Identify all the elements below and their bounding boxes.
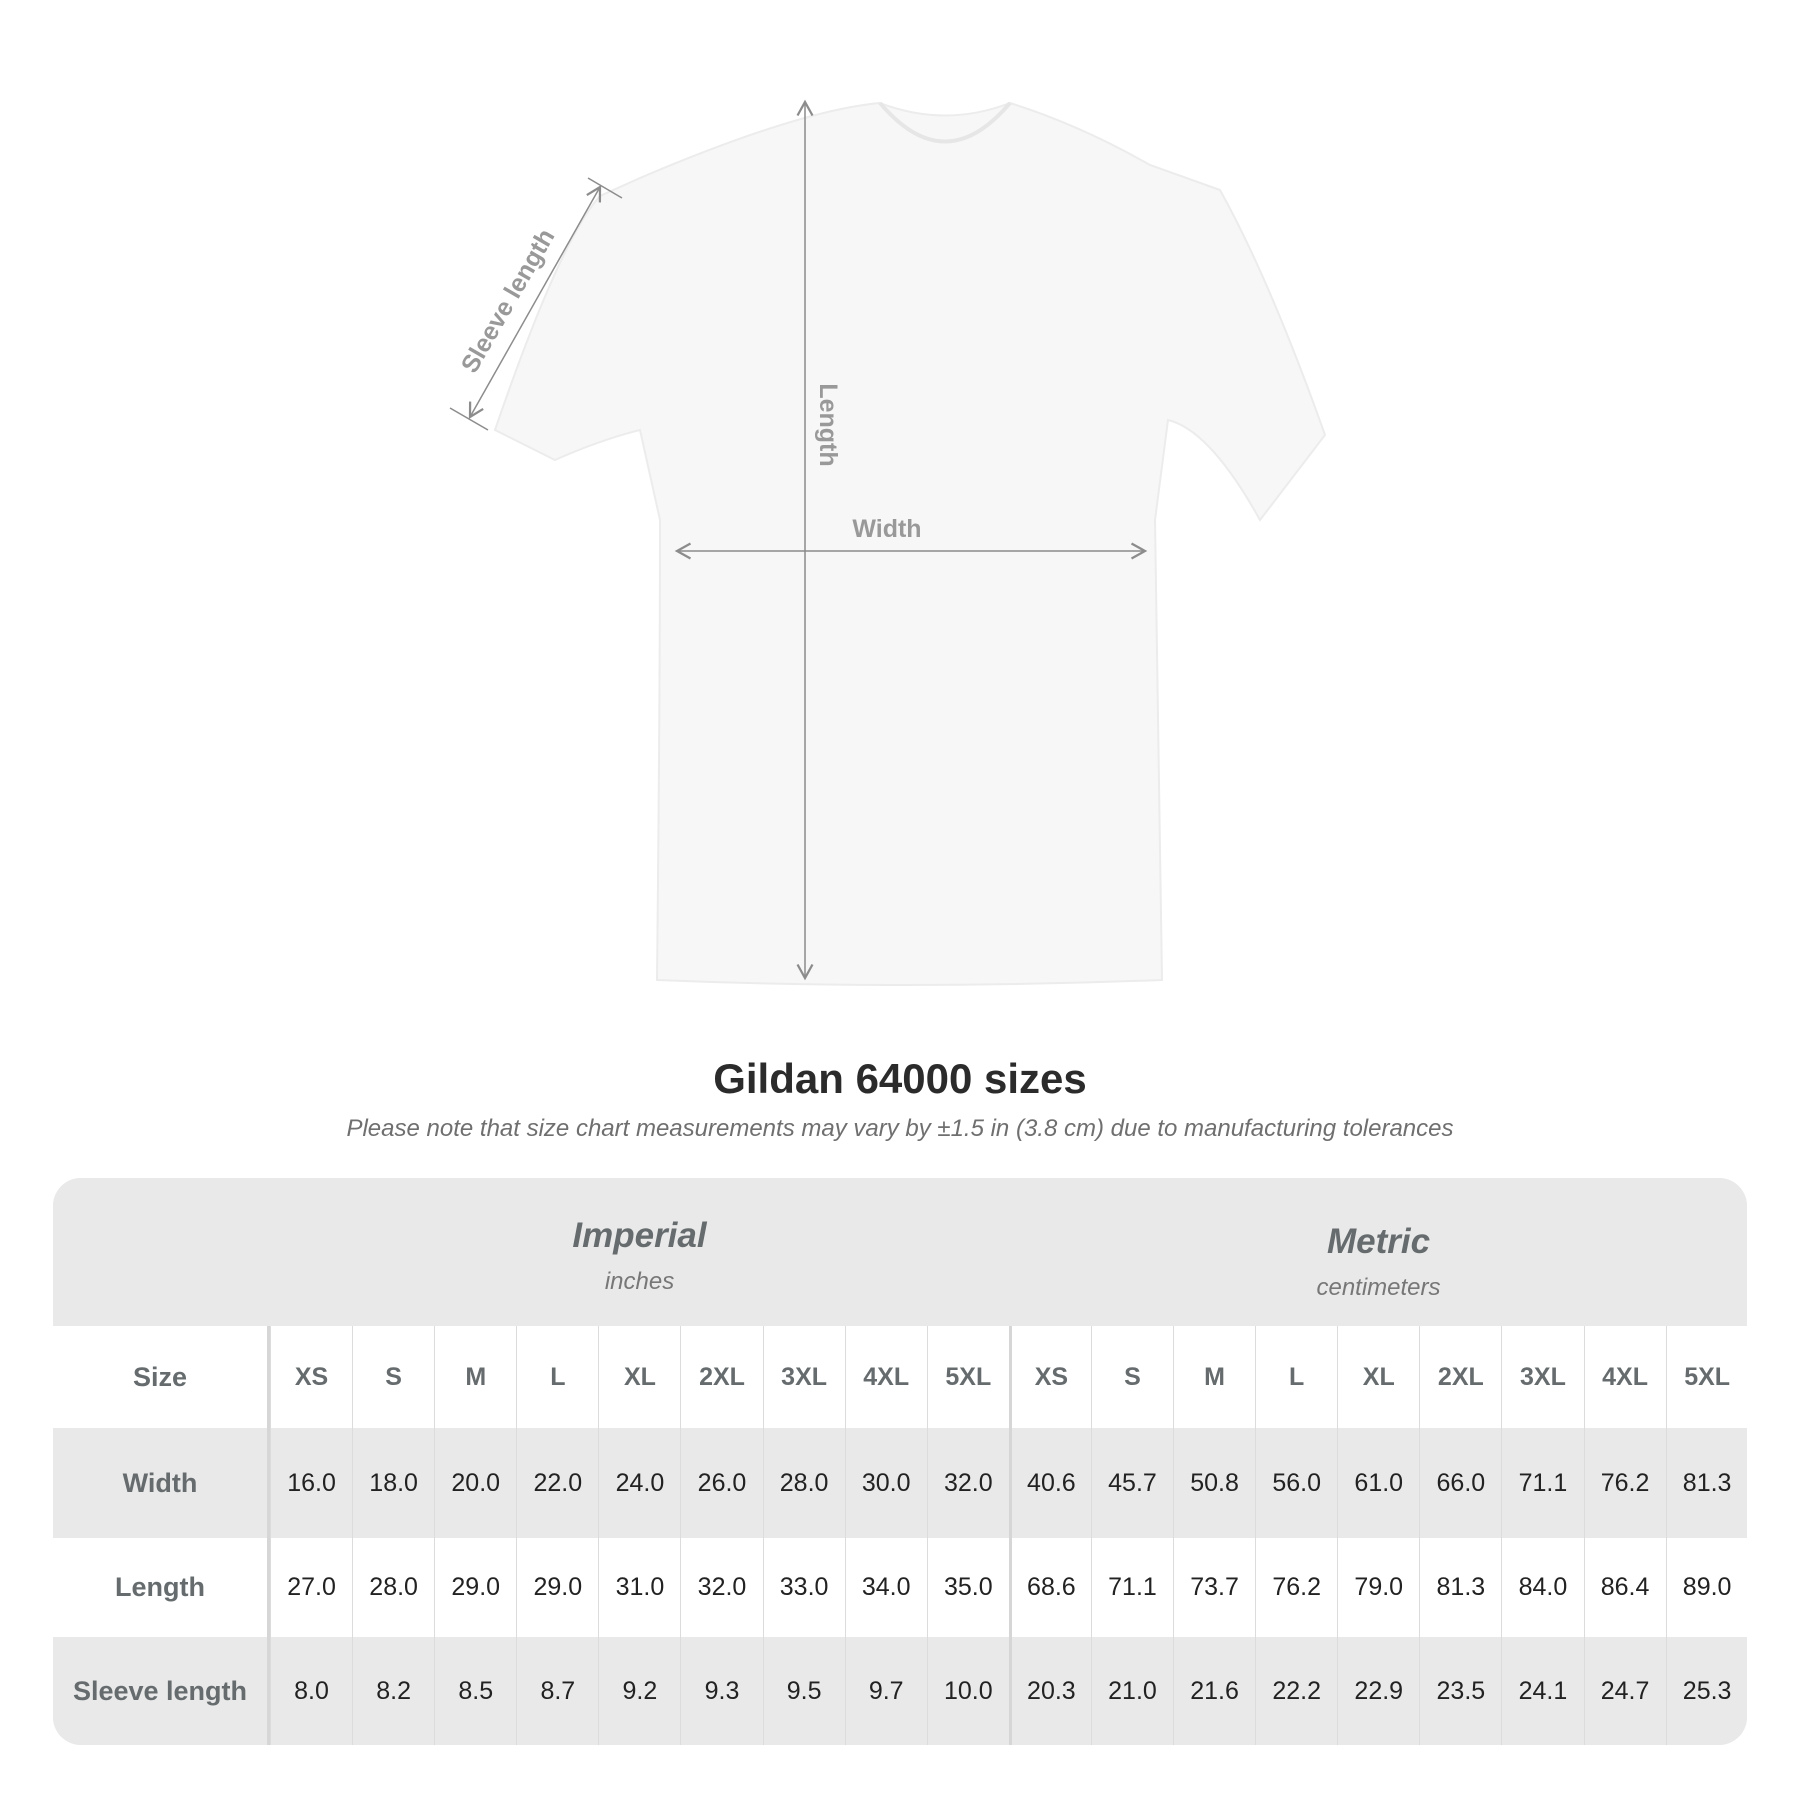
value-cell-imperial: 20.0 [434, 1428, 516, 1538]
value-cell-imperial: 24.0 [598, 1428, 680, 1538]
value-cell-metric: 21.0 [1090, 1637, 1173, 1745]
value-cell-imperial: 34.0 [844, 1538, 927, 1637]
size-header-metric: XS [1008, 1326, 1091, 1428]
table-row-sleeve-length: Sleeve length 8.0 8.2 8.5 8.7 9.2 9.3 9.5 9.7 10.… [53, 1637, 1747, 1745]
value-cell-metric: 68.6 [1008, 1538, 1091, 1637]
value-cell-imperial: 31.0 [598, 1538, 680, 1637]
value-cell-metric: 66.0 [1419, 1428, 1501, 1538]
row-label: Width [53, 1428, 270, 1538]
size-header-metric: XL [1337, 1326, 1419, 1428]
value-cell-metric: 24.7 [1583, 1637, 1666, 1745]
size-header-metric: L [1255, 1326, 1337, 1428]
value-cell-metric: 81.3 [1419, 1538, 1501, 1637]
metric-title: Metric [1326, 1222, 1431, 1261]
imperial-unit: inches [604, 1268, 675, 1295]
size-header-metric: 5XL [1665, 1326, 1747, 1428]
value-cell-imperial: 29.0 [516, 1538, 598, 1637]
tolerance-note: Please note that size chart measurements… [346, 1115, 1454, 1142]
value-cell-metric: 76.2 [1583, 1428, 1666, 1538]
value-cell-imperial: 29.0 [434, 1538, 516, 1637]
value-cell-metric: 79.0 [1337, 1538, 1419, 1637]
metric-header: Metric centimeters [1009, 1222, 1747, 1302]
size-header-metric: S [1090, 1326, 1173, 1428]
value-cell-imperial: 8.0 [270, 1637, 352, 1745]
value-cell-metric: 73.7 [1173, 1538, 1255, 1637]
value-cell-imperial: 35.0 [926, 1538, 1009, 1637]
value-cell-metric: 40.6 [1008, 1428, 1091, 1538]
value-cell-imperial: 26.0 [680, 1428, 762, 1538]
value-cell-metric: 61.0 [1337, 1428, 1419, 1538]
unit-header: Imperial inches Metric centimeters [53, 1178, 1747, 1326]
value-cell-metric: 89.0 [1665, 1538, 1747, 1637]
value-cell-imperial: 32.0 [926, 1428, 1009, 1538]
size-header-imperial: 2XL [680, 1326, 762, 1428]
row-label: Size [53, 1326, 270, 1428]
value-cell-imperial: 9.7 [844, 1637, 927, 1745]
size-table: Imperial inches Metric centimeters Size X… [53, 1178, 1747, 1745]
value-cell-metric: 84.0 [1501, 1538, 1583, 1637]
value-cell-metric: 50.8 [1173, 1428, 1255, 1538]
size-header-metric: M [1173, 1326, 1255, 1428]
value-cell-metric: 86.4 [1583, 1538, 1666, 1637]
size-header-imperial: 4XL [844, 1326, 927, 1428]
value-cell-imperial: 9.5 [762, 1637, 845, 1745]
metric-unit: centimeters [1316, 1274, 1441, 1301]
value-cell-imperial: 16.0 [270, 1428, 352, 1538]
table-row-length: Length 27.0 28.0 29.0 29.0 31.0 32.0 33.0 34.0 35… [53, 1538, 1747, 1637]
value-cell-metric: 25.3 [1665, 1637, 1747, 1745]
value-cell-metric: 45.7 [1090, 1428, 1173, 1538]
value-cell-imperial: 30.0 [844, 1428, 927, 1538]
value-cell-imperial: 33.0 [762, 1538, 845, 1637]
value-cell-metric: 22.9 [1337, 1637, 1419, 1745]
imperial-header: Imperial inches [270, 1216, 1009, 1296]
size-header-metric: 2XL [1419, 1326, 1501, 1428]
value-cell-metric: 22.2 [1255, 1637, 1337, 1745]
value-cell-imperial: 28.0 [762, 1428, 845, 1538]
imperial-title: Imperial [572, 1216, 707, 1255]
value-cell-imperial: 9.3 [680, 1637, 762, 1745]
table-row-width: Width 16.0 18.0 20.0 22.0 24.0 26.0 28.0 30.0 32.… [53, 1428, 1747, 1538]
value-cell-metric: 56.0 [1255, 1428, 1337, 1538]
value-cell-metric: 21.6 [1173, 1637, 1255, 1745]
value-cell-metric: 20.3 [1008, 1637, 1091, 1745]
value-cell-imperial: 28.0 [352, 1538, 434, 1637]
value-cell-metric: 23.5 [1419, 1637, 1501, 1745]
value-cell-imperial: 8.2 [352, 1637, 434, 1745]
value-cell-imperial: 10.0 [926, 1637, 1009, 1745]
value-cell-metric: 71.1 [1090, 1538, 1173, 1637]
page-title: Gildan 64000 sizes [713, 1055, 1087, 1102]
value-cell-imperial: 8.7 [516, 1637, 598, 1745]
size-row: Size XS S M L XL 2XL 3XL 4XL 5XL XS S M L XL 2XL 3XL 4XL 5… [53, 1326, 1747, 1428]
size-header-imperial: 3XL [762, 1326, 845, 1428]
value-cell-metric: 24.1 [1501, 1637, 1583, 1745]
size-header-metric: 3XL [1501, 1326, 1583, 1428]
value-cell-metric: 71.1 [1501, 1428, 1583, 1538]
row-label: Length [53, 1538, 270, 1637]
size-header-metric: 4XL [1583, 1326, 1666, 1428]
size-header-imperial: M [434, 1326, 516, 1428]
value-cell-imperial: 22.0 [516, 1428, 598, 1538]
tshirt-diagram: Length Width Sleeve length [449, 99, 1327, 986]
size-header-imperial: XL [598, 1326, 680, 1428]
size-header-imperial: XS [270, 1326, 352, 1428]
value-cell-metric: 76.2 [1255, 1538, 1337, 1637]
value-cell-metric: 81.3 [1665, 1428, 1747, 1538]
value-cell-imperial: 27.0 [270, 1538, 352, 1637]
size-header-imperial: S [352, 1326, 434, 1428]
length-label: Length [814, 383, 842, 466]
sleeve-arrow [468, 184, 602, 420]
value-cell-imperial: 9.2 [598, 1637, 680, 1745]
tshirt-shape [493, 101, 1327, 986]
size-header-imperial: L [516, 1326, 598, 1428]
value-cell-imperial: 18.0 [352, 1428, 434, 1538]
value-cell-imperial: 8.5 [434, 1637, 516, 1745]
size-header-imperial: 5XL [926, 1326, 1009, 1428]
value-cell-imperial: 32.0 [680, 1538, 762, 1637]
width-label: Width [852, 515, 921, 543]
row-label: Sleeve length [53, 1637, 270, 1745]
